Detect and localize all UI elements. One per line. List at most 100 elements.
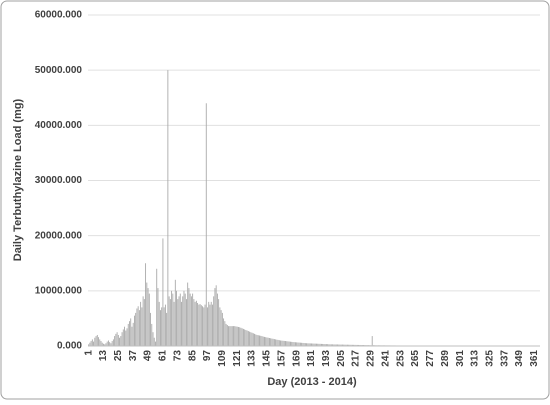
bar [202, 306, 203, 346]
bar [149, 294, 150, 346]
x-tick-label: 241 [380, 350, 391, 367]
bar [162, 238, 163, 346]
bar [118, 335, 119, 346]
bar [210, 305, 211, 346]
x-tick-label: 313 [470, 350, 481, 367]
bar [242, 328, 243, 346]
bar [245, 330, 246, 346]
bar [294, 342, 295, 346]
bar [119, 338, 120, 346]
y-tick-label: 50000.000 [35, 65, 83, 76]
bar [278, 340, 279, 346]
bar [138, 306, 139, 346]
bar [139, 310, 140, 346]
bar [179, 296, 180, 346]
bar [94, 338, 95, 346]
bar [222, 313, 223, 346]
x-tick-label: 205 [336, 350, 347, 367]
bar [165, 305, 166, 346]
bar [169, 296, 170, 346]
bar [174, 302, 175, 346]
bar [243, 329, 244, 346]
x-tick-label: 361 [529, 350, 540, 367]
bar [223, 318, 224, 346]
bar [195, 302, 196, 346]
bar [140, 302, 141, 346]
bar [109, 342, 110, 346]
y-tick-label: 40000.000 [35, 120, 83, 131]
bar [98, 337, 99, 346]
x-tick-label: 85 [187, 350, 198, 362]
bar [114, 336, 115, 346]
bar [283, 341, 284, 346]
bar [151, 324, 152, 346]
bar [127, 328, 128, 346]
bar [237, 327, 238, 346]
bar [252, 333, 253, 346]
bar [265, 337, 266, 346]
bar [229, 326, 230, 346]
bar [176, 291, 177, 346]
x-tick-label: 181 [306, 350, 317, 367]
bar [249, 332, 250, 346]
bar [188, 288, 189, 346]
bar [226, 324, 227, 346]
x-tick-label: 157 [276, 350, 287, 367]
bar [244, 329, 245, 346]
bar [296, 342, 297, 346]
bar [260, 336, 261, 346]
x-tick-label: 1 [83, 350, 94, 356]
bar [206, 103, 207, 346]
bar [182, 296, 183, 346]
bar [146, 283, 147, 346]
bar [193, 299, 194, 346]
bar [212, 305, 213, 346]
bar [190, 294, 191, 346]
bar [262, 336, 263, 346]
bar [213, 296, 214, 346]
x-tick-label: 61 [158, 350, 169, 362]
bar [248, 331, 249, 346]
bar [274, 339, 275, 346]
bar [263, 337, 264, 346]
bar [124, 327, 125, 346]
bar [280, 340, 281, 346]
bar [281, 341, 282, 346]
bar [96, 336, 97, 346]
bar [177, 299, 178, 346]
bar [158, 288, 159, 346]
bar [170, 299, 171, 346]
bar [123, 329, 124, 346]
x-tick-label: 169 [291, 350, 302, 367]
bar [198, 305, 199, 346]
bar [107, 342, 108, 346]
bar [297, 342, 298, 346]
x-tick-label: 97 [202, 350, 213, 362]
bar [191, 296, 192, 346]
x-tick-label: 349 [514, 350, 525, 367]
bar [233, 326, 234, 346]
bar [150, 313, 151, 346]
x-tick-label: 277 [425, 350, 436, 367]
bar [128, 324, 129, 346]
bar [241, 328, 242, 346]
y-axis-title: Daily Terbuthylazine Load (mg) [12, 98, 24, 261]
bar [172, 294, 173, 346]
bar [279, 340, 280, 346]
bar [180, 294, 181, 346]
bar [200, 304, 201, 346]
bar [187, 283, 188, 346]
bar [145, 263, 146, 346]
bar [271, 339, 272, 346]
bar [290, 342, 291, 346]
y-tick-label: 0.000 [57, 341, 82, 352]
bar [132, 327, 133, 346]
bar [135, 313, 136, 346]
bar [205, 305, 206, 346]
bar [203, 307, 204, 346]
bar [268, 338, 269, 346]
bar [295, 342, 296, 346]
bar [171, 291, 172, 346]
bar [264, 337, 265, 346]
bar [185, 294, 186, 346]
